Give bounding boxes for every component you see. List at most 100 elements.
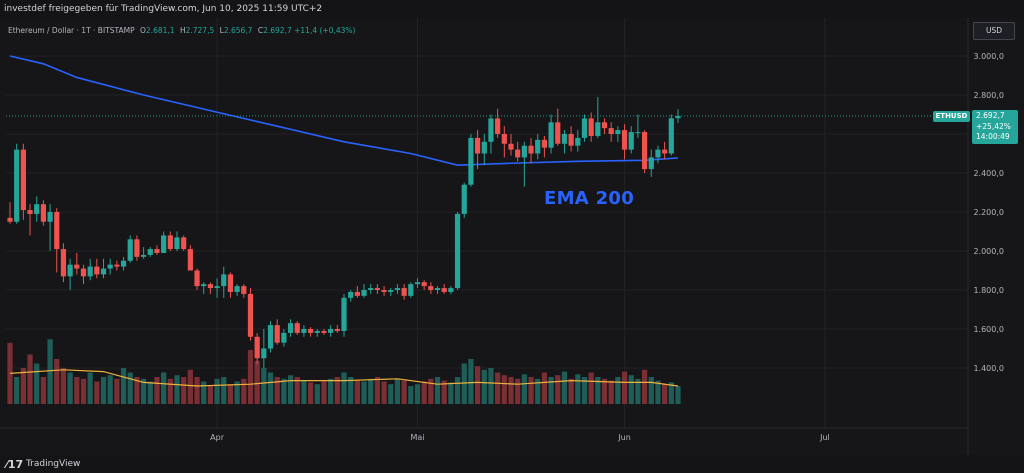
x-tick-label: Apr <box>210 433 225 442</box>
candle-body <box>508 143 514 150</box>
candle-body <box>528 145 534 154</box>
volume-bar <box>408 386 414 404</box>
candle-body <box>287 323 294 333</box>
candle-body <box>254 336 260 359</box>
x-tick-label: Mai <box>410 433 424 442</box>
candle-body <box>428 286 434 290</box>
volume-bar <box>47 339 53 404</box>
candle-body <box>535 139 541 154</box>
chart-legend: Ethereum / Dollar · 1T · BITSTAMP O2.681… <box>8 26 355 35</box>
candle-body <box>74 264 80 269</box>
candle-body <box>174 237 180 250</box>
volume-bar <box>27 354 33 404</box>
candle-body <box>341 297 347 331</box>
volume-bar <box>468 359 474 404</box>
last-price-badge: 2.692,7 +25,42% 14:00:49 <box>972 110 1018 144</box>
volume-bar <box>374 377 380 404</box>
volume-bar <box>194 377 200 404</box>
candle-body <box>107 264 113 269</box>
candle-body <box>475 137 481 154</box>
candle-body <box>127 239 133 261</box>
candle-body <box>267 325 274 349</box>
volume-bar <box>147 381 153 404</box>
volume-bar <box>495 372 501 404</box>
candle-body <box>648 157 654 170</box>
volume-ma-line <box>9 369 679 387</box>
candle-body <box>187 249 193 271</box>
volume-bar <box>20 368 26 404</box>
candle-body <box>394 288 401 290</box>
y-tick-label: 2.800,0 <box>973 91 1004 100</box>
candle-body <box>60 249 67 277</box>
candle-body <box>555 122 561 144</box>
candle-body <box>20 149 26 211</box>
volume-bar <box>281 378 287 404</box>
volume-bar <box>187 369 193 404</box>
volume-bar <box>515 378 521 404</box>
candle-body <box>34 204 40 214</box>
candle-body <box>568 134 574 146</box>
candle-body <box>655 149 661 158</box>
volume-bar <box>274 377 280 404</box>
candle-body <box>27 210 33 214</box>
candle-body <box>675 116 681 119</box>
volume-bar <box>481 369 487 404</box>
candle-body <box>481 141 487 154</box>
volume-bar <box>134 377 140 404</box>
volume-bar <box>575 374 581 404</box>
candle-body <box>408 284 414 296</box>
volume-bar <box>588 372 594 404</box>
badge-price: 2.692,7 <box>976 111 1005 120</box>
volume-bar <box>287 375 294 404</box>
y-tick-label: 3.000,0 <box>973 52 1004 61</box>
volume-bar <box>475 366 481 404</box>
y-tick-label: 2.200,0 <box>973 208 1004 217</box>
candle-body <box>47 212 53 222</box>
volume-bar <box>454 377 461 404</box>
volume-bar <box>114 378 120 404</box>
candle-body <box>548 122 554 148</box>
volume-bar <box>227 384 234 404</box>
brand-name: TradingView <box>26 459 81 469</box>
candle-body <box>301 329 307 333</box>
candle-body <box>100 268 107 275</box>
volume-bar <box>328 378 334 404</box>
y-tick-label: 1.400,0 <box>973 364 1004 373</box>
chart-canvas[interactable]: 3.000,02.800,02.600,02.400,02.200,02.000… <box>0 18 1024 455</box>
volume-bar <box>107 375 113 404</box>
volume-bar <box>628 375 634 404</box>
candle-body <box>595 122 601 136</box>
volume-bar <box>261 368 267 404</box>
volume-bar <box>561 371 568 404</box>
legend-close-label: C <box>257 26 264 35</box>
volume-bar <box>595 377 601 404</box>
candle-body <box>241 286 247 294</box>
candle-body <box>621 130 628 150</box>
volume-bar <box>635 378 641 404</box>
candle-body <box>94 266 100 275</box>
candle-body <box>147 249 153 255</box>
volume-bar <box>301 380 307 404</box>
volume-bar <box>434 377 441 404</box>
chart-area[interactable]: 3.000,02.800,02.600,02.400,02.200,02.000… <box>0 18 1024 455</box>
candle-body <box>201 284 207 287</box>
volume-bar <box>662 384 668 404</box>
volume-bar <box>254 360 260 404</box>
candle-body <box>615 130 621 134</box>
candle-body <box>314 330 320 333</box>
candle-body <box>468 137 474 185</box>
volume-bar <box>421 381 427 404</box>
candle-body <box>588 118 594 136</box>
currency-button[interactable]: USD <box>973 22 1015 40</box>
volume-bar <box>321 381 327 404</box>
volume-bar <box>341 372 347 404</box>
volume-bar <box>40 377 46 404</box>
volume-bar <box>294 377 300 404</box>
candle-body <box>608 128 614 134</box>
header-bar: investdef freigegeben für TradingView.co… <box>0 0 1024 18</box>
volume-bar <box>161 372 167 404</box>
volume-bar <box>461 363 467 404</box>
volume-bar <box>54 359 60 404</box>
candle-body <box>668 118 674 154</box>
volume-bar <box>648 377 654 404</box>
